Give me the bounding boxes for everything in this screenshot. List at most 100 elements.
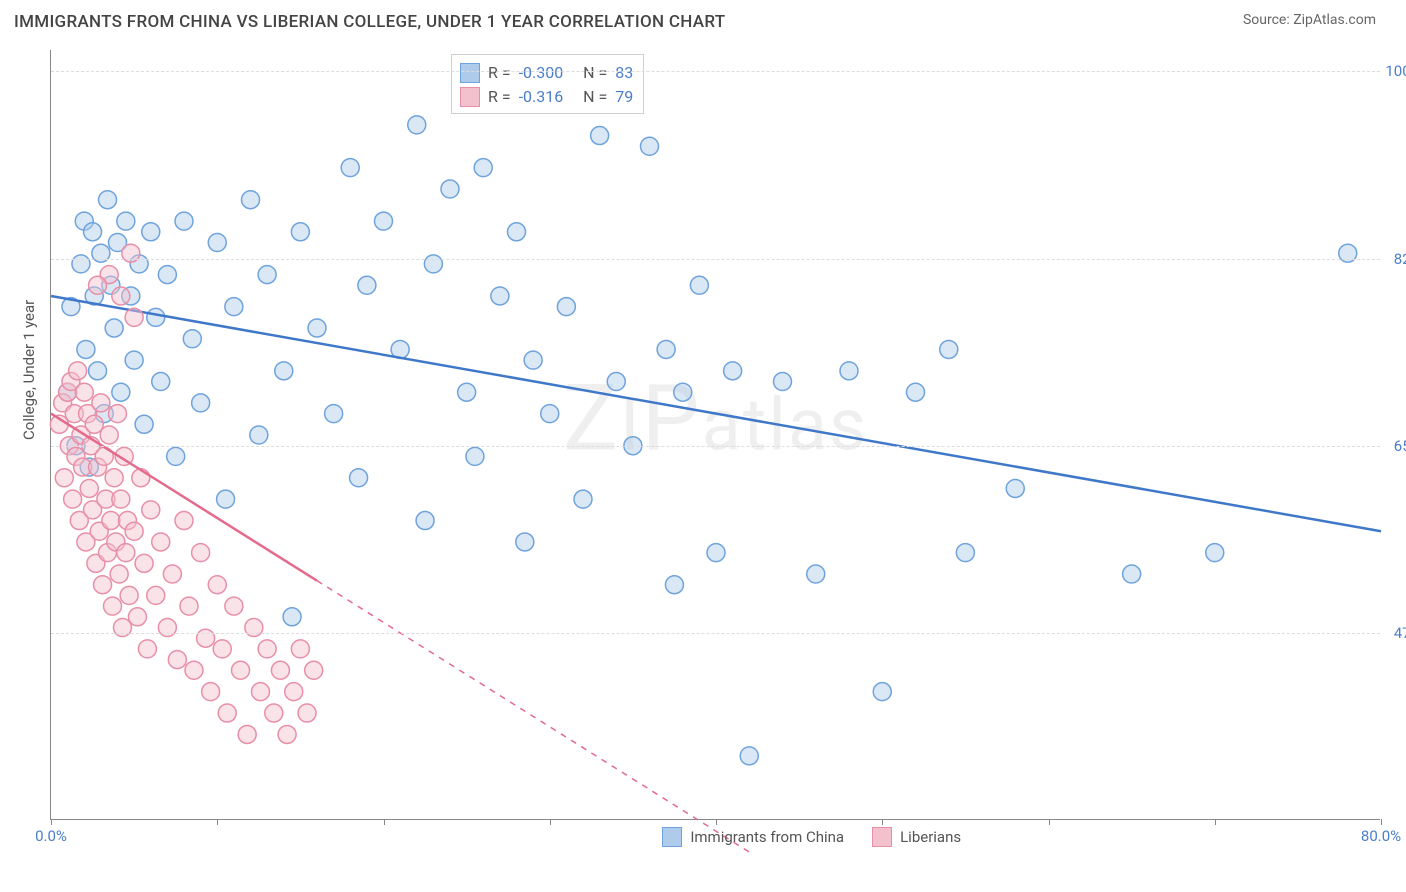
- scatter-svg: [51, 50, 1380, 819]
- scatter-point: [75, 383, 93, 401]
- scatter-point: [690, 276, 708, 294]
- scatter-point: [128, 608, 146, 626]
- scatter-point: [192, 394, 210, 412]
- scatter-point: [84, 223, 102, 241]
- x-tick-label: 0.0%: [35, 827, 67, 845]
- scatter-point: [524, 351, 542, 369]
- scatter-point: [89, 362, 107, 380]
- legend-swatch: [662, 827, 682, 847]
- scatter-point: [167, 447, 185, 465]
- y-axis-label: College, Under 1 year: [20, 300, 38, 440]
- x-tick: [550, 819, 551, 825]
- scatter-point: [516, 533, 534, 551]
- scatter-point: [238, 725, 256, 743]
- scatter-point: [740, 747, 758, 765]
- regression-line: [51, 296, 1381, 531]
- legend-stat-row: R = -0.300 N = 83: [460, 61, 633, 85]
- scatter-point: [138, 640, 156, 658]
- scatter-point: [271, 661, 289, 679]
- legend-item: Liberians: [872, 827, 961, 847]
- scatter-point: [225, 597, 243, 615]
- y-tick-label: 82.5%: [1380, 250, 1406, 268]
- gridline: [51, 71, 1380, 72]
- legend-r-value: -0.300: [519, 61, 564, 85]
- gridline: [51, 446, 1380, 447]
- scatter-point: [117, 212, 135, 230]
- legend-swatch: [460, 63, 480, 83]
- scatter-point: [80, 479, 98, 497]
- legend-n-value: 79: [615, 85, 633, 109]
- scatter-point: [873, 683, 891, 701]
- scatter-point: [358, 276, 376, 294]
- scatter-point: [907, 383, 925, 401]
- scatter-point: [956, 544, 974, 562]
- scatter-point: [474, 159, 492, 177]
- scatter-point: [185, 661, 203, 679]
- scatter-point: [64, 490, 82, 508]
- y-tick-label: 65.0%: [1380, 437, 1406, 455]
- scatter-point: [341, 159, 359, 177]
- scatter-point: [112, 490, 130, 508]
- scatter-point: [325, 405, 343, 423]
- scatter-point: [466, 447, 484, 465]
- scatter-point: [55, 469, 73, 487]
- legend-item: Immigrants from China: [662, 827, 844, 847]
- chart-header: IMMIGRANTS FROM CHINA VS LIBERIAN COLLEG…: [0, 0, 1406, 40]
- scatter-point: [112, 383, 130, 401]
- x-tick: [51, 819, 52, 825]
- legend-n-value: 83: [615, 61, 633, 85]
- regression-line-dashed: [317, 581, 749, 852]
- scatter-point: [202, 683, 220, 701]
- scatter-point: [217, 490, 235, 508]
- scatter-point: [105, 319, 123, 337]
- scatter-point: [541, 405, 559, 423]
- scatter-point: [657, 340, 675, 358]
- scatter-point: [105, 469, 123, 487]
- scatter-point: [110, 565, 128, 583]
- legend-stat-row: R = -0.316 N = 79: [460, 85, 633, 109]
- scatter-point: [208, 576, 226, 594]
- scatter-point: [283, 608, 301, 626]
- legend-r-label: R =: [488, 61, 511, 85]
- scatter-point: [125, 522, 143, 540]
- scatter-point: [250, 426, 268, 444]
- scatter-point: [152, 533, 170, 551]
- legend-label: Liberians: [900, 828, 961, 846]
- scatter-point: [100, 426, 118, 444]
- scatter-point: [180, 597, 198, 615]
- scatter-point: [135, 554, 153, 572]
- scatter-point: [102, 512, 120, 530]
- scatter-point: [94, 576, 112, 594]
- legend-n-label: N =: [571, 85, 607, 109]
- scatter-point: [112, 287, 130, 305]
- scatter-point: [508, 223, 526, 241]
- scatter-point: [175, 212, 193, 230]
- gridline: [51, 633, 1380, 634]
- scatter-point: [168, 651, 186, 669]
- scatter-point: [208, 234, 226, 252]
- scatter-point: [213, 640, 231, 658]
- scatter-point: [574, 490, 592, 508]
- scatter-point: [375, 212, 393, 230]
- legend-r-value: -0.316: [519, 85, 564, 109]
- scatter-point: [104, 597, 122, 615]
- scatter-point: [707, 544, 725, 562]
- scatter-point: [163, 565, 181, 583]
- scatter-point: [225, 298, 243, 316]
- x-tick: [1215, 819, 1216, 825]
- scatter-point: [125, 351, 143, 369]
- scatter-point: [77, 340, 95, 358]
- scatter-point: [258, 640, 276, 658]
- scatter-point: [607, 373, 625, 391]
- scatter-point: [408, 116, 426, 134]
- scatter-point: [416, 512, 434, 530]
- series-legend: Immigrants from China Liberians: [662, 827, 961, 847]
- x-tick: [384, 819, 385, 825]
- scatter-point: [724, 362, 742, 380]
- legend-swatch: [460, 87, 480, 107]
- scatter-point: [840, 362, 858, 380]
- scatter-point: [674, 383, 692, 401]
- scatter-point: [69, 362, 87, 380]
- scatter-point: [291, 223, 309, 241]
- scatter-point: [92, 394, 110, 412]
